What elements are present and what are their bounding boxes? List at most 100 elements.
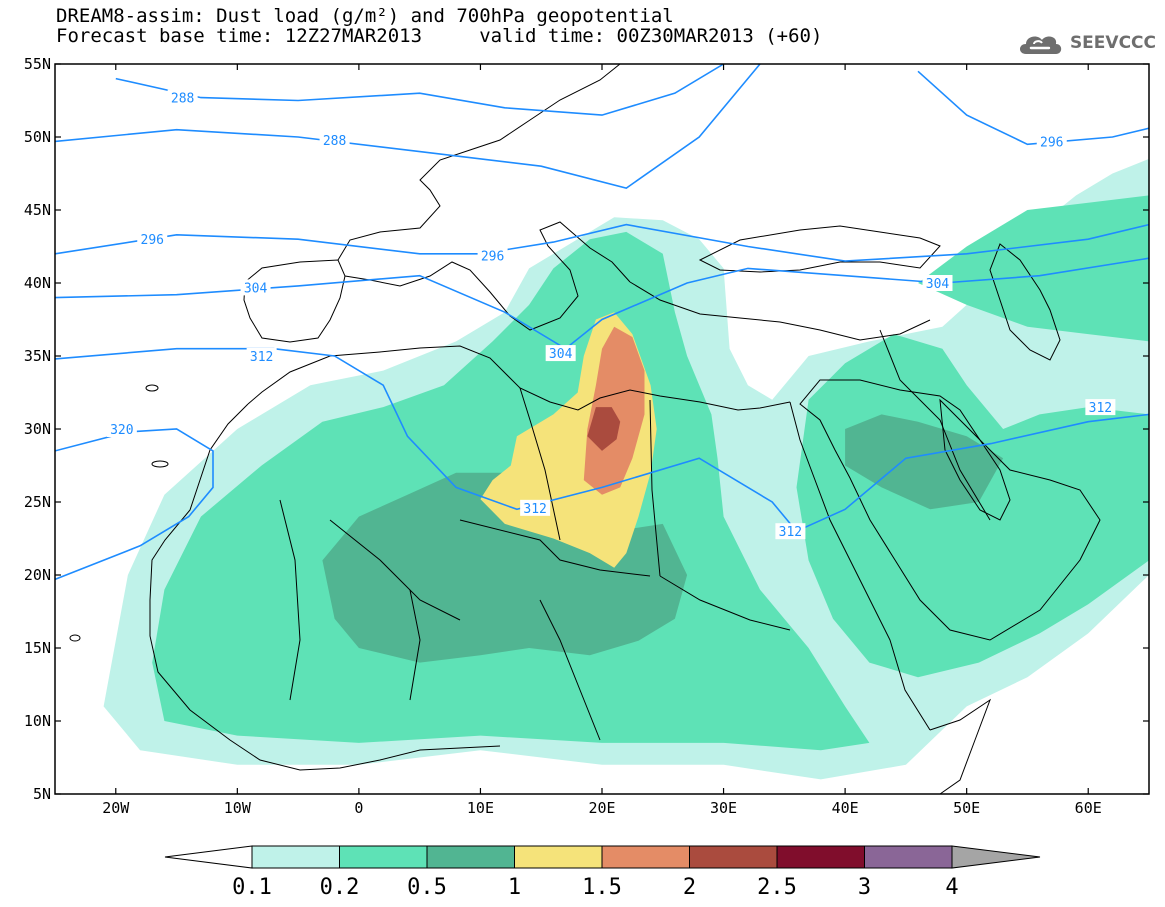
coastline-segment xyxy=(929,698,992,794)
contour-288 xyxy=(115,64,725,116)
dust-region-0_2 xyxy=(918,195,1149,342)
colorbar-label: 1 xyxy=(508,875,521,900)
contour-label-312: 312 xyxy=(779,525,802,540)
lon-tick-label: 20E xyxy=(588,799,615,817)
contour-312 xyxy=(55,347,1149,533)
lat-tick-label: 5N xyxy=(33,785,51,803)
coastline-segment xyxy=(939,398,1011,521)
coastline-segment xyxy=(409,589,421,701)
coastline-segment xyxy=(329,519,461,621)
axis-ticks: 20W 10W 0 10E 20E 30E 40E 50E 60E 55N 50N 45N 40N 35N… xyxy=(24,55,1149,817)
contour-label-bg xyxy=(1036,133,1067,150)
lat-tick-label: 15N xyxy=(24,639,51,657)
contour-label-296: 296 xyxy=(141,233,164,248)
colorbar-label: 0.2 xyxy=(320,875,360,900)
contour-label-296: 296 xyxy=(481,249,504,264)
colorbar: 0.1 0.2 0.5 1 1.5 2 2.5 3 4 xyxy=(164,845,1041,900)
colorbar-label: 4 xyxy=(945,875,958,900)
contour-label-304: 304 xyxy=(926,277,950,292)
island xyxy=(151,460,169,468)
colorbar-segment xyxy=(601,845,690,869)
coastline-segment xyxy=(799,379,1101,641)
lat-tick-label: 45N xyxy=(24,201,51,219)
dust-region-0_5 xyxy=(322,472,688,663)
colorbar-segment xyxy=(689,845,778,869)
contour-label-304: 304 xyxy=(244,281,268,296)
lat-tick-label: 50N xyxy=(24,128,51,146)
coastline-segment xyxy=(789,401,931,731)
colorbar-label: 2.5 xyxy=(757,875,797,900)
contour-label-bg xyxy=(922,275,953,291)
lon-tick-label: 20W xyxy=(102,799,130,817)
dust-region-1_5 xyxy=(583,326,645,495)
contour-label-312: 312 xyxy=(250,350,273,365)
contour-label-bg xyxy=(106,421,137,437)
lat-tick-label: 10N xyxy=(24,712,51,730)
lat-tick-label: 30N xyxy=(24,420,51,438)
coastlines-borders xyxy=(69,64,1101,794)
colorbar-segment xyxy=(514,845,603,869)
contour-label-bg xyxy=(775,523,806,540)
colorbar-segment xyxy=(864,845,953,869)
island xyxy=(145,384,159,392)
coastline-segment xyxy=(459,519,651,577)
lat-tick-label: 20N xyxy=(24,566,51,584)
contour-label-288: 288 xyxy=(323,134,346,149)
lat-tick-label: 35N xyxy=(24,347,51,365)
lat-tick-label: 55N xyxy=(24,55,51,73)
lat-tick-label: 25N xyxy=(24,493,51,511)
contour-296 xyxy=(55,223,1149,262)
colorbar-label: 0.1 xyxy=(232,875,272,900)
contour-label-304: 304 xyxy=(549,347,573,362)
lon-tick-label: 40E xyxy=(832,799,859,817)
colorbar-label: 3 xyxy=(858,875,871,900)
coastline-segment xyxy=(247,345,791,411)
forecast-time-line: Forecast base time: 12Z27MAR2013 valid t… xyxy=(56,25,823,47)
coastline-segment xyxy=(698,225,941,273)
dust-region-2 xyxy=(587,407,621,451)
contour-label-bg xyxy=(1085,399,1116,416)
coastline-segment xyxy=(279,499,301,701)
coastline-segment xyxy=(659,575,791,631)
contour-label-bg xyxy=(520,499,551,516)
contour-288 xyxy=(55,64,761,189)
seevccc-logo: SEEVCCC xyxy=(1016,28,1156,58)
lat-tick-label: 40N xyxy=(24,274,51,292)
colorbar-segment xyxy=(339,845,428,869)
cloud-icon xyxy=(1019,36,1062,54)
contour-label-312: 312 xyxy=(1089,401,1112,416)
contour-label-bg xyxy=(319,131,350,148)
colorbar-below-arrow xyxy=(164,845,253,869)
contour-label-bg xyxy=(477,247,508,264)
coastline-segment xyxy=(539,599,601,741)
contour-label-bg xyxy=(167,89,198,106)
geopotential-contours: 288 288 296 296 296 304 304 304 312 312 312 312 320 xyxy=(55,64,1149,581)
coastline-segment xyxy=(243,259,346,343)
colorbar-segment xyxy=(776,845,865,869)
colorbar-label: 1.5 xyxy=(582,875,622,900)
lon-tick-label: 30E xyxy=(710,799,737,817)
map-title: DREAM8-assim: Dust load (g/m²) and 700hP… xyxy=(56,5,674,27)
logo-text: SEEVCCC xyxy=(1069,33,1156,53)
contour-296 xyxy=(917,70,1149,146)
coastline-segment xyxy=(337,64,621,261)
lon-tick-label: 60E xyxy=(1075,799,1102,817)
colorbar-label: 0.5 xyxy=(407,875,447,900)
contour-label-bg xyxy=(545,345,576,362)
contour-label-bg xyxy=(137,231,168,248)
lon-tick-label: 0 xyxy=(354,799,363,817)
colorbar-segment xyxy=(251,845,340,869)
contour-label-320: 320 xyxy=(110,423,133,438)
contour-label-296: 296 xyxy=(1040,135,1063,150)
lon-tick-label: 50E xyxy=(953,799,980,817)
lon-tick-label: 10E xyxy=(467,799,494,817)
coastline-segment xyxy=(649,399,661,577)
island xyxy=(69,634,81,642)
coastline-segment xyxy=(989,243,1061,361)
contour-label-bg xyxy=(246,348,277,364)
colorbar-label: 2 xyxy=(683,875,696,900)
contour-label-bg xyxy=(240,279,271,296)
coastline-segment xyxy=(519,387,561,541)
colorbar-above-arrow xyxy=(951,845,1041,869)
